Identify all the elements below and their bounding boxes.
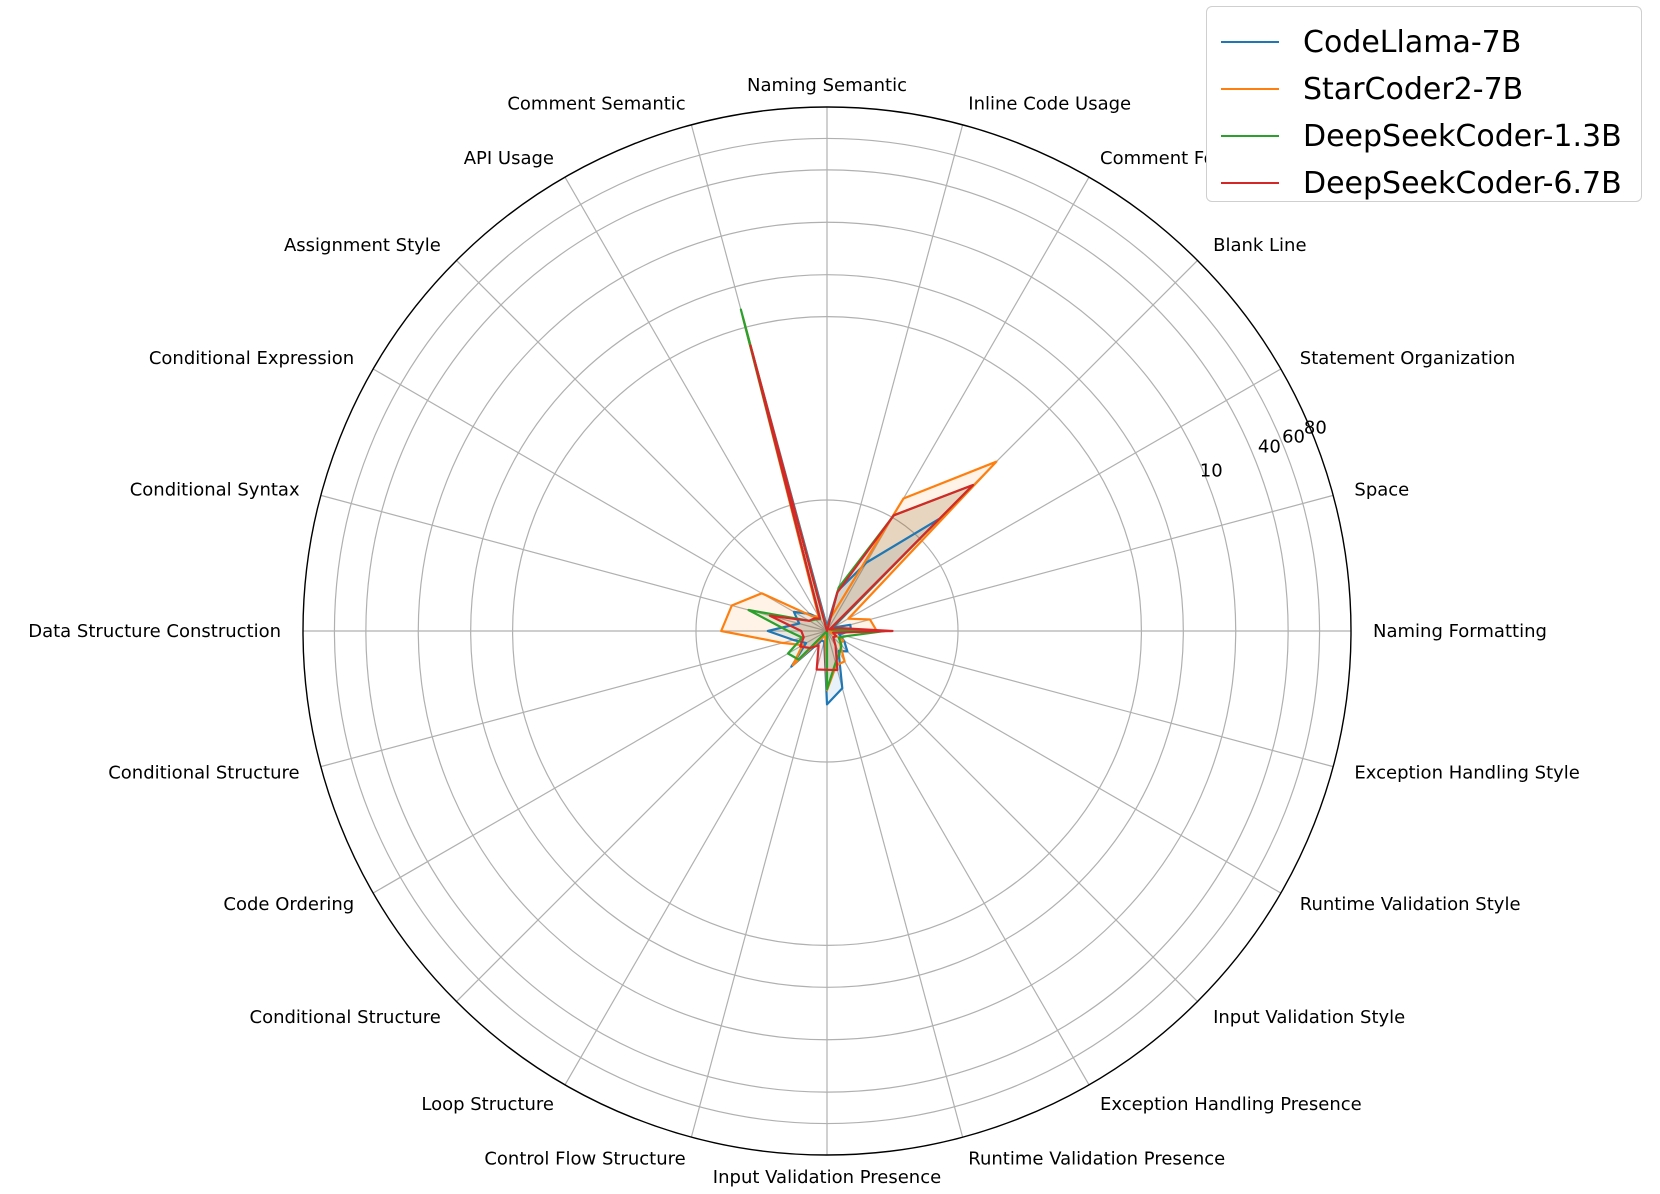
series-fills xyxy=(721,309,997,705)
spoke-line xyxy=(826,368,1282,632)
radial-tick-label: 80 xyxy=(1304,418,1327,439)
category-label: Runtime Validation Presence xyxy=(968,1148,1225,1169)
axis-labels: Naming Formatting Space Statement Organiza… xyxy=(28,75,1580,1188)
category-label: Space xyxy=(1354,480,1409,501)
legend-item-deepseek-6-7b: DeepSeekCoder-6.7B xyxy=(1221,163,1622,203)
spoke-line xyxy=(826,630,1334,768)
legend-label-deepseek-1-3b: DeepSeekCoder-1.3B xyxy=(1303,118,1622,154)
category-label: Statement Organization xyxy=(1300,348,1516,369)
spoke-line xyxy=(826,630,1282,894)
category-label: Runtime Validation Style xyxy=(1300,894,1521,915)
radar-grid xyxy=(302,106,1352,1156)
category-label: Input Validation Presence xyxy=(713,1167,941,1188)
series-line-starcoder2-7b xyxy=(720,316,998,692)
category-label: Naming Semantic xyxy=(747,75,907,96)
spoke-line xyxy=(690,630,828,1138)
category-label: Conditional Syntax xyxy=(130,480,300,501)
legend-swatch-starcoder xyxy=(1221,87,1279,91)
series-line-deepseekcoder-6-7b xyxy=(749,344,975,672)
legend-item-deepseek-1-3b: DeepSeekCoder-1.3B xyxy=(1221,116,1622,156)
category-label: Blank Line xyxy=(1213,235,1306,256)
legend-swatch-codellama xyxy=(1221,40,1279,44)
radial-tick-label: 10 xyxy=(1200,461,1223,482)
category-label: Conditional Structure xyxy=(108,762,299,783)
legend-swatch-deepseek-6-7b xyxy=(1221,181,1279,185)
category-label: Exception Handling Presence xyxy=(1100,1094,1362,1115)
spoke-line xyxy=(826,630,964,1138)
grid-circle xyxy=(511,316,1142,946)
category-label: Inline Code Usage xyxy=(968,94,1131,115)
radial-tick-label: 60 xyxy=(1282,427,1305,448)
category-label: Exception Handling Style xyxy=(1354,762,1579,783)
spoke-line xyxy=(372,630,828,894)
spoke-line xyxy=(564,630,828,1086)
category-label: Data Structure Construction xyxy=(28,621,281,642)
spoke-line xyxy=(826,494,1334,632)
series-lines xyxy=(720,308,998,706)
series-line-codellama-7b xyxy=(751,351,941,706)
spoke-line xyxy=(320,494,828,632)
category-label: API Usage xyxy=(464,148,554,169)
grid-circle xyxy=(695,499,959,763)
spoke-line xyxy=(320,630,828,768)
legend-item-starcoder: StarCoder2-7B xyxy=(1221,69,1523,109)
spoke-line xyxy=(564,176,828,632)
series-fill-deepseekcoder-6-7b xyxy=(750,345,973,670)
legend-label-deepseek-6-7b: DeepSeekCoder-6.7B xyxy=(1303,165,1622,201)
category-label: Loop Structure xyxy=(421,1094,554,1115)
legend: CodeLlama-7B StarCoder2-7B DeepSeekCoder… xyxy=(1206,6,1642,202)
series-fill-starcoder2-7b xyxy=(721,317,997,691)
grid-circle xyxy=(333,137,1321,1125)
grid-circle xyxy=(417,221,1237,1041)
legend-item-codellama: CodeLlama-7B xyxy=(1221,22,1521,62)
category-label: Comment Semantic xyxy=(507,94,685,115)
category-label: Code Ordering xyxy=(223,894,354,915)
category-label: Conditional Structure xyxy=(250,1007,441,1028)
spoke-line xyxy=(372,368,828,632)
spoke-line xyxy=(826,124,964,632)
spoke-line xyxy=(826,630,1090,1086)
category-label: Assignment Style xyxy=(284,235,441,256)
spoke-line xyxy=(826,176,1090,632)
outer-circle xyxy=(302,106,1352,1156)
category-label: Naming Formatting xyxy=(1373,621,1547,642)
spoke-line xyxy=(456,630,828,1002)
grid-circle xyxy=(365,169,1289,1093)
radial-tick-label: 40 xyxy=(1258,437,1281,458)
category-label: Input Validation Style xyxy=(1213,1007,1405,1028)
grid-circle xyxy=(470,274,1184,988)
series-fill-codellama-7b xyxy=(752,352,939,705)
category-label: Control Flow Structure xyxy=(484,1148,685,1169)
legend-swatch-deepseek-1-3b xyxy=(1221,134,1279,138)
spoke-line xyxy=(826,630,1198,1002)
category-label: Conditional Expression xyxy=(149,348,354,369)
spoke-line xyxy=(456,260,828,632)
legend-label-starcoder: StarCoder2-7B xyxy=(1303,71,1524,107)
legend-label-codellama: CodeLlama-7B xyxy=(1303,24,1522,60)
